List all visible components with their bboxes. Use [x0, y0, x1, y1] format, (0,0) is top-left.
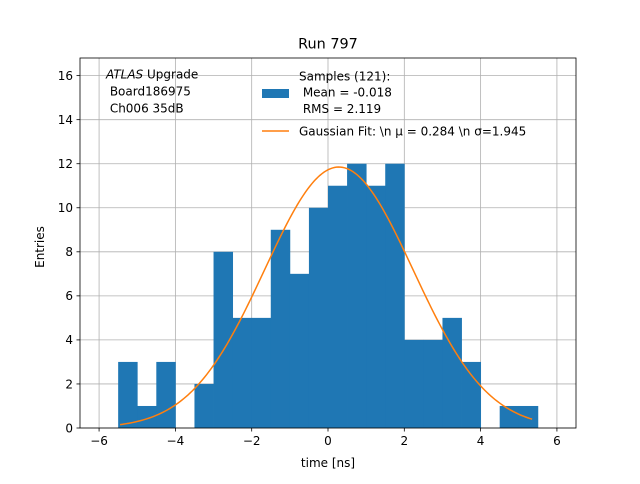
y-axis-label: Entries: [33, 226, 47, 268]
chart-title: Run 797: [298, 37, 358, 53]
y-tick-label: 12: [58, 157, 73, 171]
legend-histogram-label-line-2: Mean = -0.018: [299, 86, 392, 100]
histogram-bar: [289, 273, 310, 428]
histogram-bar: [404, 339, 424, 428]
histogram-bars: [118, 163, 539, 428]
annotation-line-3: Ch006 35dB: [106, 102, 184, 116]
x-tick-label: 0: [324, 434, 332, 448]
gaussian-fit: [119, 166, 533, 426]
y-tick-label: 4: [65, 333, 73, 347]
x-tick-label: −2: [243, 434, 261, 448]
x-axis-label: time [ns]: [301, 456, 355, 470]
histogram-bar: [385, 163, 405, 428]
x-tick-label: 4: [477, 434, 485, 448]
histogram-bar: [156, 361, 176, 428]
histogram-bar: [194, 383, 214, 428]
x-tick-label: −4: [167, 434, 185, 448]
histogram-bar: [232, 317, 253, 428]
y-tick-label: 14: [58, 113, 73, 127]
x-tick-label: 2: [400, 434, 408, 448]
legend-histogram-label-line-1: Samples (121):: [299, 70, 390, 84]
histogram-bar: [137, 405, 157, 428]
y-tick-label: 10: [58, 201, 73, 215]
y-tick-label: 0: [65, 421, 73, 435]
histogram-bar: [518, 405, 539, 428]
annotation-line-2: Board186975: [106, 85, 191, 99]
gaussian-fit-curve: [119, 166, 533, 426]
legend: Samples (121): Mean = -0.018 RMS = 2.119…: [262, 70, 526, 139]
histogram-bar: [213, 251, 234, 428]
histogram-bar: [366, 185, 386, 428]
y-tick-label: 16: [58, 69, 73, 83]
histogram-bar: [118, 361, 138, 428]
histogram-bar: [251, 317, 272, 428]
x-tick-label: 6: [553, 434, 561, 448]
histogram-bar: [442, 317, 462, 428]
legend-fit-label: Gaussian Fit: \n μ = 0.284 \n σ=1.945: [299, 125, 526, 139]
legend-histogram-swatch: [262, 89, 289, 98]
y-tick-label: 8: [65, 245, 73, 259]
histogram-bar: [328, 185, 348, 428]
histogram-bar: [308, 207, 329, 428]
annotation-line-1: ATLAS Upgrade: [105, 68, 198, 82]
axes: −6 −4 −2 0 2 4 6 0 2 4 6 8 10 12 14 16: [58, 57, 577, 448]
y-tick-label: 2: [65, 377, 73, 391]
histogram-bar: [347, 163, 367, 428]
y-tick-label: 6: [65, 289, 73, 303]
legend-histogram-label-line-3: RMS = 2.119: [299, 102, 381, 116]
histogram-bar: [270, 229, 291, 428]
histogram-bar: [423, 339, 443, 428]
histogram-bar: [461, 361, 482, 428]
chart-text: Run 797 time [ns] Entries ATLAS Upgrade …: [33, 37, 358, 471]
x-tick-label: −6: [90, 434, 108, 448]
